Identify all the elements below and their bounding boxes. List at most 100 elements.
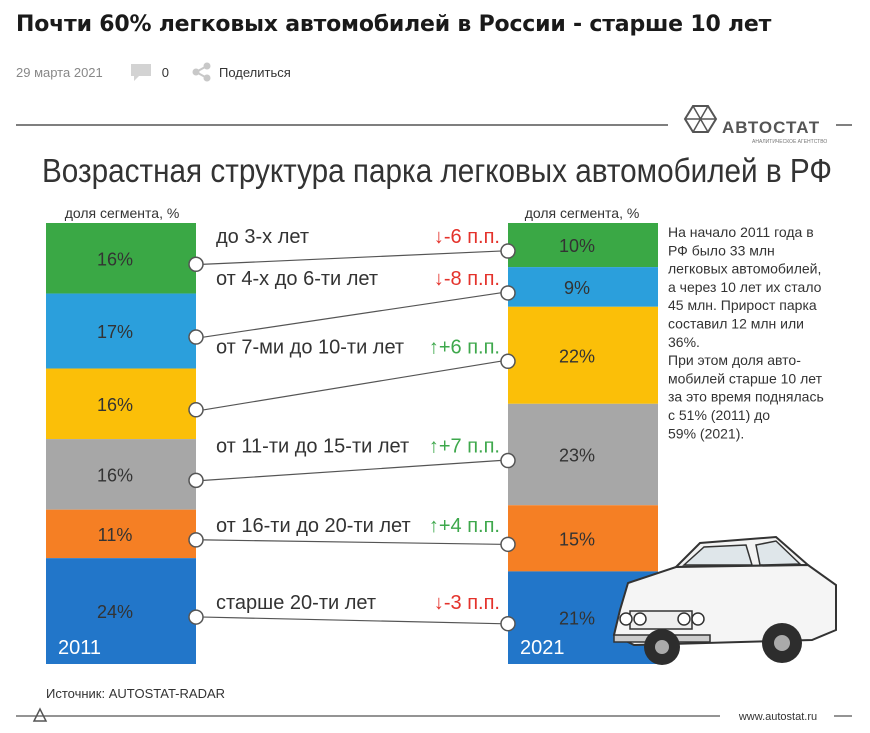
bar-2011-4 xyxy=(46,439,196,510)
connector-3 xyxy=(196,360,508,411)
share-button[interactable]: Поделиться xyxy=(191,62,291,82)
share-icon xyxy=(192,62,211,82)
bar-2011-1 xyxy=(46,223,196,294)
bar-label-2021-5: 15% xyxy=(559,529,595,549)
change-arrow-5: ↑ xyxy=(429,515,439,537)
year-label-2021: 2021 xyxy=(520,637,565,659)
car-windshield xyxy=(682,544,754,566)
comments-button[interactable]: 0 xyxy=(129,62,169,82)
bar-2011-6 xyxy=(46,558,196,664)
connector-dot-left-5 xyxy=(188,532,204,548)
bar-label-2011-1: 16% xyxy=(97,249,133,269)
column-header-2011: доля сегмента, % xyxy=(65,205,180,221)
bar-label-2011-4: 16% xyxy=(97,465,133,485)
note-line-2: РФ было 33 млн xyxy=(668,242,775,258)
column-header-2021: доля сегмента, % xyxy=(525,205,640,221)
change-arrow-1: ↓ xyxy=(434,226,444,248)
car-headlight-right-1 xyxy=(677,612,691,626)
car-headlight-right-2 xyxy=(691,612,705,626)
connector-dot-left-6 xyxy=(188,609,204,625)
connector-1 xyxy=(196,250,508,265)
bar-label-2011-6: 24% xyxy=(97,602,133,622)
bar-2021-1 xyxy=(508,223,658,268)
category-label-6: старше 20-ти лет xyxy=(216,592,376,614)
change-label-1: ↓-6 п.п. xyxy=(434,226,500,248)
article-meta: 29 марта 2021 0 Поделиться xyxy=(16,62,291,82)
chart-title: Возрастная структура парка легковых авто… xyxy=(42,152,832,189)
bar-2021-3 xyxy=(508,306,658,404)
logo-name: АВТОСТАТ xyxy=(722,118,820,137)
bar-2011-2 xyxy=(46,293,196,369)
note-text: На начало 2011 года в РФ было 33 млн легко… xyxy=(668,224,824,441)
connector-dot-right-1 xyxy=(500,243,516,259)
change-value-6: -3 п.п. xyxy=(444,592,500,614)
note-line-11: с 51% (2011) до xyxy=(668,407,770,423)
comment-icon xyxy=(130,64,151,81)
bar-2021-2 xyxy=(508,267,658,307)
connector-dot-right-4 xyxy=(500,452,516,469)
note-line-8: При этом доля авто- xyxy=(668,352,801,368)
car-body xyxy=(612,563,837,647)
change-arrow-6: ↓ xyxy=(434,592,444,614)
change-value-4: +7 п.п. xyxy=(439,436,500,458)
connector-dot-right-3 xyxy=(500,353,516,370)
note-line-3: легковых автомобилей, xyxy=(668,261,821,277)
connector-dot-right-2 xyxy=(500,285,516,301)
year-label-2011: 2011 xyxy=(58,637,101,659)
change-label-2: ↓-8 п.п. xyxy=(434,268,500,290)
change-label-3: ↑+6 п.п. xyxy=(429,336,500,358)
bottom-logo-icon xyxy=(32,707,48,722)
connector-dot-left-3 xyxy=(188,402,204,418)
connector-dot-left-2 xyxy=(188,329,204,345)
car-headlight-left-1 xyxy=(619,612,633,626)
connector-dot-left-1 xyxy=(188,256,204,273)
note-line-9: мобилей старше 10 лет xyxy=(668,370,823,386)
change-arrow-3: ↑ xyxy=(429,336,439,358)
category-label-2: от 4-х до 6-ти лет xyxy=(216,268,378,290)
car-illustration xyxy=(612,535,837,665)
comment-count: 0 xyxy=(161,64,169,80)
category-label-1: до 3-х лет xyxy=(216,226,309,248)
connector-2 xyxy=(196,292,508,338)
category-label-5: от 16-ти до 20-ти лет xyxy=(216,515,411,537)
bar-label-2021-3: 22% xyxy=(559,346,595,366)
car-wheel-front-hub xyxy=(655,640,669,654)
change-label-4: ↑+7 п.п. xyxy=(429,436,500,458)
bar-2011-5 xyxy=(46,509,196,559)
note-line-5: 45 млн. Прирост парка xyxy=(668,297,817,313)
bar-2011-3 xyxy=(46,368,196,440)
connector-dot-left-4 xyxy=(188,472,204,489)
bar-label-2011-2: 17% xyxy=(97,322,133,342)
change-value-3: +6 п.п. xyxy=(439,336,500,358)
bar-label-2021-4: 23% xyxy=(559,446,595,466)
article-title: Почти 60% легковых автомобилей в России … xyxy=(16,12,772,37)
site-url: www.autostat.ru xyxy=(738,711,817,723)
car-headlight-left-2 xyxy=(633,612,647,626)
note-line-1: На начало 2011 года в xyxy=(668,224,814,240)
change-value-1: -6 п.п. xyxy=(444,226,500,248)
change-value-2: -8 п.п. xyxy=(444,268,500,290)
connector-dot-right-5 xyxy=(500,536,516,553)
bar-label-2011-5: 11% xyxy=(98,525,133,545)
change-label-5: ↑+4 п.п. xyxy=(429,515,500,537)
source-text: Источник: AUTOSTAT-RADAR xyxy=(46,686,225,701)
note-line-7: 36%. xyxy=(668,334,700,350)
autostat-logo: АВТОСТАТ АНАЛИТИЧЕСКОЕ АГЕНТСТВО xyxy=(683,105,827,145)
car-wheel-rear-hub xyxy=(774,635,790,651)
connector-dot-right-6 xyxy=(500,615,516,632)
logo-tagline: АНАЛИТИЧЕСКОЕ АГЕНТСТВО xyxy=(752,139,827,145)
article-date: 29 марта 2021 xyxy=(16,64,103,80)
change-value-5: +4 п.п. xyxy=(439,515,500,537)
bar-label-2021-2: 9% xyxy=(564,278,590,298)
infographic: АВТОСТАТ АНАЛИТИЧЕСКОЕ АГЕНТСТВО Возраст… xyxy=(16,105,852,723)
category-label-3: от 7-ми до 10-ти лет xyxy=(216,336,404,358)
note-line-10: за это время поднялась xyxy=(668,389,824,405)
change-arrow-4: ↑ xyxy=(429,436,439,458)
car-side-window xyxy=(755,540,802,566)
connector-6 xyxy=(196,616,508,625)
change-label-6: ↓-3 п.п. xyxy=(434,592,500,614)
bar-2021-4 xyxy=(508,403,658,506)
bar-2021-5 xyxy=(508,505,658,572)
bar-label-2021-1: 10% xyxy=(559,236,595,256)
connector-4 xyxy=(196,459,508,481)
